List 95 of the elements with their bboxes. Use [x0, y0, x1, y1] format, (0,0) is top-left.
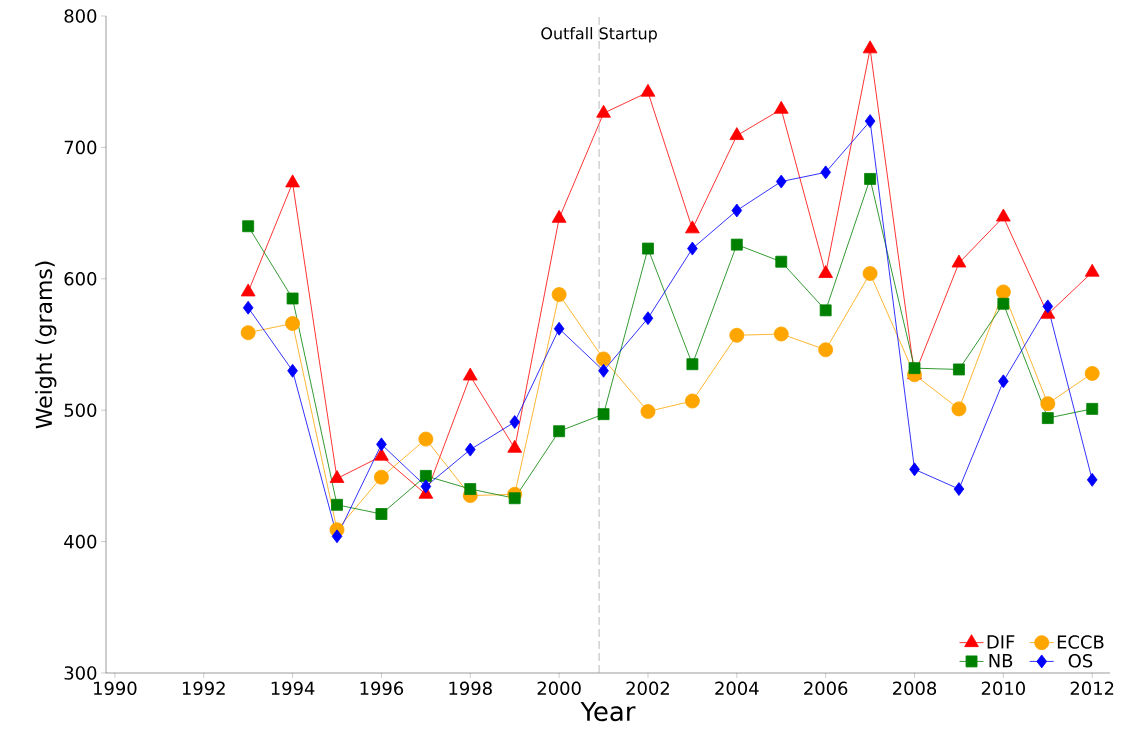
- point: [462, 367, 478, 381]
- point: [285, 316, 300, 331]
- x-tick-label: 1998: [449, 681, 492, 696]
- point: [1041, 412, 1054, 424]
- ref-line-label: Outfall Startup: [541, 27, 657, 43]
- point: [285, 174, 300, 188]
- y-tick-label: 600: [64, 272, 97, 286]
- point: [729, 327, 745, 343]
- point: [1086, 472, 1098, 487]
- point: [729, 127, 745, 140]
- y-tick-label: 800: [64, 9, 97, 23]
- point: [240, 283, 256, 297]
- point: [953, 482, 965, 496]
- y-tick-label: 400: [64, 534, 97, 549]
- x-tick-label: 2010: [981, 681, 1025, 696]
- x-tick-label: 2000: [537, 681, 581, 696]
- point: [773, 100, 789, 114]
- point: [508, 492, 521, 505]
- point: [376, 437, 387, 452]
- point: [685, 220, 700, 234]
- point: [951, 401, 967, 417]
- point: [684, 393, 700, 409]
- x-tick-label: 1996: [360, 681, 404, 696]
- x-tick-label: 2006: [804, 681, 848, 696]
- y-axis-title: Weight (grams): [35, 261, 57, 429]
- point: [1042, 299, 1054, 314]
- legend-label: ECCB: [1057, 635, 1104, 649]
- point: [862, 266, 878, 281]
- point: [464, 483, 477, 495]
- point: [374, 469, 389, 485]
- point: [773, 326, 789, 342]
- point: [596, 104, 611, 118]
- legend-label: NB: [989, 654, 1013, 668]
- point: [818, 265, 833, 278]
- point: [820, 165, 831, 180]
- point: [686, 358, 699, 371]
- point: [864, 173, 876, 185]
- point: [687, 241, 698, 256]
- point: [775, 255, 788, 268]
- point: [287, 363, 298, 378]
- point: [775, 174, 787, 189]
- x-axis-title: Year: [580, 701, 636, 722]
- y-tick-label: 700: [64, 140, 97, 155]
- x-tick-label: 1992: [182, 681, 225, 696]
- point: [996, 208, 1011, 222]
- point: [509, 415, 520, 429]
- point: [864, 114, 876, 129]
- point: [553, 425, 566, 438]
- point: [819, 304, 832, 317]
- point: [551, 287, 567, 302]
- point: [242, 220, 255, 233]
- point: [597, 408, 610, 421]
- point: [642, 311, 654, 326]
- point: [420, 479, 432, 494]
- point: [419, 470, 432, 482]
- point: [240, 325, 256, 341]
- point: [1084, 263, 1100, 277]
- point: [818, 342, 834, 358]
- point: [730, 238, 743, 251]
- y-tick-label: 300: [64, 666, 97, 680]
- y-tick-label: 500: [64, 403, 97, 417]
- point: [997, 297, 1010, 310]
- point: [640, 83, 656, 97]
- point: [862, 40, 878, 54]
- point: [640, 404, 656, 419]
- point: [331, 529, 343, 544]
- x-tick-label: 2002: [626, 681, 669, 696]
- point: [909, 462, 920, 477]
- legend-label: DIF: [987, 635, 1015, 649]
- point: [908, 362, 921, 375]
- point: [596, 351, 611, 367]
- point: [551, 209, 567, 223]
- point: [998, 374, 1009, 389]
- point: [598, 363, 609, 378]
- point: [953, 363, 965, 376]
- point: [375, 508, 388, 520]
- point: [286, 292, 299, 305]
- point: [731, 203, 743, 218]
- point: [553, 321, 565, 336]
- point: [465, 442, 476, 457]
- x-tick-label: 1994: [271, 681, 315, 696]
- point: [1084, 366, 1100, 381]
- point: [242, 300, 254, 315]
- point: [1040, 396, 1056, 412]
- x-tick-label: 2004: [715, 681, 759, 696]
- point: [642, 242, 654, 255]
- point: [331, 498, 343, 511]
- point: [418, 431, 434, 447]
- x-tick-label: 2012: [1070, 681, 1114, 696]
- x-tick-label: 1990: [94, 681, 137, 696]
- x-tick-label: 2008: [893, 681, 937, 696]
- point: [951, 254, 967, 268]
- point: [1086, 402, 1099, 415]
- point: [995, 284, 1011, 300]
- legend-label: OS: [1068, 654, 1093, 668]
